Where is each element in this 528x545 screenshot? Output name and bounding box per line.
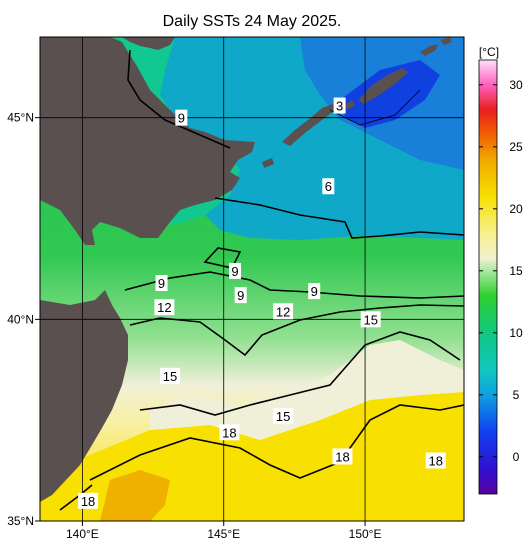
lat-tick-label: 45°N bbox=[7, 111, 34, 125]
map-area: 3 9 6 9 9 9 9 12 12 15 15 15 18 18 18 18 bbox=[40, 37, 464, 521]
contour-label-bg bbox=[155, 275, 168, 292]
contour-label: 12 bbox=[276, 304, 290, 319]
contour-label-bg bbox=[175, 109, 188, 126]
contour-label-bg bbox=[160, 367, 181, 384]
contour-label-bg bbox=[273, 408, 294, 425]
contour-label-bg bbox=[219, 424, 240, 441]
contour-label: 9 bbox=[311, 284, 318, 299]
colorbar-tick-label: 0 bbox=[513, 450, 520, 464]
contour-label-bg bbox=[273, 303, 294, 320]
lat-lon-grid bbox=[40, 37, 464, 521]
contour-label: 18 bbox=[81, 494, 95, 509]
contour-label-bg bbox=[333, 97, 346, 114]
contour-label-bg bbox=[234, 287, 247, 304]
contour-label-bg bbox=[425, 452, 446, 469]
contour-label-bg bbox=[322, 178, 335, 195]
colorbar: [°C] 30 25 20 15 10 5 0 bbox=[478, 45, 523, 495]
sakhalin-land bbox=[122, 37, 175, 50]
contour-label: 9 bbox=[178, 111, 185, 126]
colorbar-tick-label: 25 bbox=[509, 140, 523, 154]
contour-label: 9 bbox=[237, 288, 244, 303]
colorbar-tick-label: 20 bbox=[509, 202, 523, 216]
contour-label: 3 bbox=[336, 99, 343, 114]
contour-label: 15 bbox=[276, 409, 290, 424]
contour-labels: 3 9 6 9 9 9 9 12 12 15 15 15 18 18 18 18 bbox=[78, 97, 446, 509]
contour-12 bbox=[129, 304, 464, 357]
contour-label: 18 bbox=[335, 449, 349, 464]
contour-label: 6 bbox=[325, 179, 332, 194]
contour-label: 18 bbox=[222, 425, 236, 440]
contour-18 bbox=[89, 404, 464, 481]
contour-label: 9 bbox=[231, 264, 238, 279]
contour-15 bbox=[139, 331, 461, 416]
contour-label-bg bbox=[308, 283, 321, 300]
lon-tick-label: 140°E bbox=[66, 527, 99, 541]
hokkaido-land bbox=[40, 37, 255, 245]
axis-labels: 140°E 145°E 150°E 45°N 40°N 35°N bbox=[7, 111, 381, 541]
lat-tick-label: 35°N bbox=[7, 514, 34, 528]
contour-label: 18 bbox=[428, 454, 442, 469]
contour-label-bg bbox=[332, 448, 353, 465]
contour-label: 15 bbox=[163, 369, 177, 384]
colorbar-ramp bbox=[478, 59, 498, 495]
honshu-land bbox=[40, 290, 128, 502]
contour-label-bg bbox=[154, 299, 175, 316]
map-title: Daily SSTs 24 May 2025. bbox=[163, 13, 342, 30]
lon-tick-label: 145°E bbox=[207, 527, 240, 541]
kuril-islands bbox=[262, 37, 452, 168]
colorbar-tick-label: 30 bbox=[509, 78, 523, 92]
map-frame bbox=[39, 36, 465, 522]
contour-9-loop bbox=[203, 247, 242, 269]
lon-tick-label: 150°E bbox=[349, 527, 382, 541]
warmer-water-zone bbox=[100, 470, 170, 521]
colorbar-tick-label: 10 bbox=[509, 326, 523, 340]
contour-label: 12 bbox=[157, 300, 171, 315]
contour-lines bbox=[59, 49, 464, 511]
lat-tick-label: 40°N bbox=[7, 312, 34, 326]
contour-label: 15 bbox=[363, 312, 377, 327]
contour-3 bbox=[329, 89, 421, 126]
contour-6 bbox=[214, 197, 464, 239]
contour-label-bg bbox=[360, 311, 381, 328]
contour-label: 9 bbox=[158, 276, 165, 291]
contour-9-north bbox=[127, 49, 231, 149]
colorbar-unit: [°C] bbox=[479, 45, 499, 59]
contour-9-south bbox=[124, 271, 464, 299]
contour-label-bg bbox=[78, 492, 99, 509]
colorbar-tick-label: 5 bbox=[513, 388, 520, 402]
colorbar-tick-label: 15 bbox=[509, 264, 523, 278]
contour-label-bg bbox=[229, 262, 242, 279]
